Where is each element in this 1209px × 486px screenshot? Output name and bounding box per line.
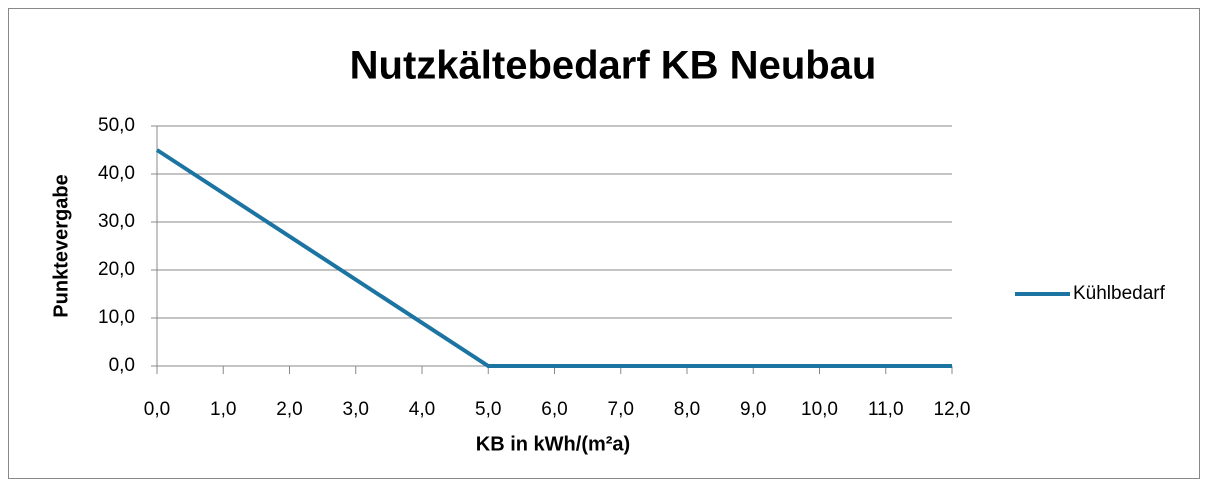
y-tick-label: 30,0 <box>98 211 135 232</box>
chart-title: Nutzkältebedarf KB Neubau <box>350 44 877 88</box>
x-tick-label: 7,0 <box>608 399 634 420</box>
x-tick-label: 12,0 <box>934 399 971 420</box>
x-tick-label: 6,0 <box>541 399 567 420</box>
x-tick-label: 8,0 <box>674 399 700 420</box>
x-tick-label: 1,0 <box>210 399 236 420</box>
x-tick-label: 10,0 <box>801 399 838 420</box>
x-tick-label: 11,0 <box>868 399 904 420</box>
y-tick-label: 50,0 <box>98 115 135 136</box>
chart-border <box>8 8 1200 479</box>
data-line <box>155 148 952 368</box>
x-tick-label: 3,0 <box>343 399 369 420</box>
x-tick-label: 9,0 <box>740 399 766 420</box>
x-axis-label: KB in kWh/(m²a) <box>476 433 630 455</box>
x-tick-label: 4,0 <box>409 399 435 420</box>
x-tick-label: 2,0 <box>276 399 302 420</box>
y-tick-label: 10,0 <box>98 307 135 328</box>
y-tick-label: 0,0 <box>109 355 135 376</box>
x-tick-label: 0,0 <box>144 399 170 420</box>
y-tick-label: 20,0 <box>98 259 135 280</box>
y-tick-label: 40,0 <box>98 163 135 184</box>
x-tick-label: 5,0 <box>475 399 501 420</box>
y-axis-label: Punktevergabe <box>50 174 72 317</box>
legend-label: Kühlbedarf <box>1073 283 1166 304</box>
